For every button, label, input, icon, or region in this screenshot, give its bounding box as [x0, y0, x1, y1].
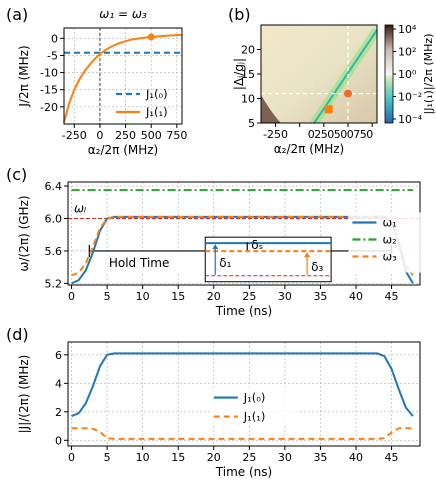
- b-colorbar-label: |J₁(₁)|/2π (MHz): [422, 33, 435, 114]
- panel-a: 0 -5 -10 -15 -20 -250 0 250 500 750 J₁(₀) J₁(₁) ω₁ =…: [6, 5, 187, 157]
- a-xtick-label: 500: [141, 129, 162, 142]
- d-series-line-0: [71, 352, 414, 418]
- a-legend-label: J₁(₀): [145, 87, 168, 101]
- d-xtick-label: 25: [242, 451, 256, 464]
- d-ytick-label: 4: [55, 377, 62, 390]
- b-xlabel: α₂/2π (MHz): [274, 142, 344, 156]
- b-heatmap-band-core: [313, 29, 377, 123]
- c-ytick-label: 5.6: [45, 245, 63, 258]
- d-xtick-label: 15: [171, 451, 185, 464]
- d-xtick-label: 35: [313, 451, 327, 464]
- b-heatmap: [261, 25, 377, 123]
- d-ytick-label: 2: [55, 406, 62, 419]
- b-marker-point: [344, 89, 352, 98]
- c-xtick-label: 30: [278, 290, 292, 303]
- d-panel-label: (d): [6, 325, 29, 344]
- c-reference-label: ωₗ: [74, 201, 86, 215]
- b-ylabel: |Δⱼ/gⱼ|: [232, 58, 246, 90]
- b-colorbar-tick-label: 10⁴: [398, 23, 417, 36]
- c-xtick-label: 45: [385, 290, 399, 303]
- a-xlabel: α₂/2π (MHz): [88, 143, 158, 157]
- c-xtick-label: 25: [242, 290, 256, 303]
- d-xlabel: Time (ns): [215, 465, 272, 479]
- panel-c: 5.2 5.6 6.0 6.4 0 5 10 15 20 25 30 35 40 45 ωₗ Hold Tim…: [6, 165, 424, 318]
- b-ytick-label: 5: [248, 117, 255, 130]
- c-panel-label: (c): [6, 165, 27, 184]
- b-marker-point: [324, 105, 333, 114]
- c-inset-frame: [204, 236, 332, 283]
- d-xtick-label: 5: [104, 451, 111, 464]
- b-ytick-label: 20: [241, 44, 255, 57]
- a-xtick-label: -250: [62, 129, 87, 142]
- a-ytick-label: -20: [40, 101, 58, 114]
- a-frame: [63, 27, 183, 125]
- a-panel-label: (a): [6, 5, 28, 24]
- c-xtick-label: 20: [207, 290, 221, 303]
- c-inset-arrowhead-delta1: [212, 244, 219, 250]
- d-ylabel: |J|/(2π) (MHz): [17, 355, 31, 434]
- b-colorbar-tick-label: 10⁻²: [398, 91, 422, 104]
- c-xtick-label: 10: [136, 290, 150, 303]
- d-frame: [67, 341, 421, 447]
- c-xtick-label: 40: [349, 290, 363, 303]
- b-panel-label: (b): [228, 5, 251, 24]
- d-xtick-label: 30: [278, 451, 292, 464]
- c-inset-delta3-label: δ₃: [311, 260, 323, 274]
- c-xtick-label: 5: [104, 290, 111, 303]
- c-xtick-label: 35: [313, 290, 327, 303]
- d-xtick-label: 0: [68, 451, 75, 464]
- d-legend-label: J₁(₁): [243, 410, 266, 424]
- b-xtick-label: 0250500750: [308, 128, 373, 141]
- panel-d: 0 2 4 6 0 5 10 15 20 25 30 35 40 45 J₁(₀) J₁(₁) Time (ns…: [6, 325, 421, 479]
- a-xtick-label: 250: [115, 129, 136, 142]
- a-xtick-label: 750: [166, 129, 187, 142]
- a-legend-label: J₁(₁): [145, 105, 168, 119]
- d-ytick-label: 0: [55, 434, 62, 447]
- c-xtick-label: 0: [68, 290, 75, 303]
- b-colorbar-tick-label: 10²: [398, 46, 416, 59]
- d-xtick-label: 10: [136, 451, 150, 464]
- a-title: ω₁ = ω₃: [99, 7, 147, 21]
- b-ytick-label: 10: [241, 93, 255, 106]
- b-colorbar-tick-label: 10⁻⁴: [398, 113, 423, 126]
- b-colorbar: [384, 24, 394, 124]
- d-series-line-1: [71, 427, 413, 440]
- c-ytick-label: 6.0: [45, 212, 63, 225]
- c-inset-delta1-label: δ₁: [219, 256, 231, 270]
- b-colorbar-tick-label: 10⁰: [398, 68, 417, 81]
- a-ytick-label: 0: [51, 32, 58, 45]
- d-xtick-label: 40: [349, 451, 363, 464]
- c-legend-label: ω₃: [382, 249, 397, 263]
- d-legend-label: J₁(₀): [243, 391, 266, 405]
- b-xtick-label: -250: [263, 128, 288, 141]
- b-ytick-label: 15: [241, 68, 255, 81]
- c-xlabel: Time (ns): [215, 304, 272, 318]
- d-xtick-label: 20: [207, 451, 221, 464]
- a-xtick-label: 0: [96, 129, 103, 142]
- a-ylabel: J/2π (MHz): [17, 45, 31, 107]
- c-hold-time-label: Hold Time: [109, 256, 170, 270]
- d-ytick-label: 6: [55, 349, 62, 362]
- c-xtick-label: 15: [171, 290, 185, 303]
- a-marker-point: [147, 33, 155, 41]
- b-heatmap-background: [261, 25, 377, 123]
- d-xtick-label: 45: [385, 451, 399, 464]
- c-inset-deltas-label: δₛ: [251, 238, 263, 252]
- a-ytick-label: -5: [47, 49, 58, 62]
- a-ytick-label: -15: [40, 84, 58, 97]
- c-hold-time-bg: [107, 253, 186, 272]
- c-legend-label: ω₂: [382, 232, 396, 246]
- a-ytick-label: -10: [40, 67, 58, 80]
- c-legend-label: ω₁: [382, 215, 396, 229]
- b-heatmap-dark-region: [261, 95, 281, 123]
- c-ytick-label: 5.2: [45, 277, 63, 290]
- c-inset-arrowhead-delta3: [304, 252, 311, 258]
- c-ytick-label: 6.4: [45, 180, 63, 193]
- c-ylabel: ω/(2π) (GHz): [17, 195, 31, 271]
